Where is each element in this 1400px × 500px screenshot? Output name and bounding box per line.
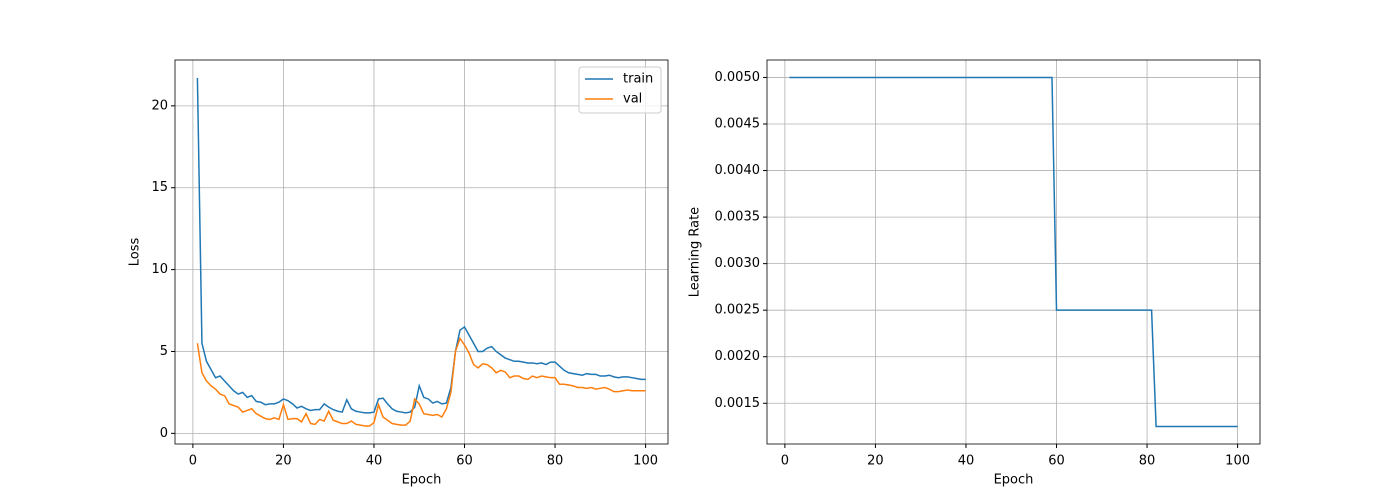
- x-axis-label: Epoch: [402, 473, 442, 488]
- y-tick-label: 0.0015: [715, 396, 761, 411]
- y-tick-label: 5: [160, 344, 168, 359]
- data-line: [196, 77, 646, 414]
- y-tick-label: 0: [160, 426, 168, 441]
- y-tick-label: 10: [151, 262, 168, 277]
- legend: train val: [578, 66, 662, 114]
- x-tick-label: 60: [456, 454, 473, 469]
- y-tick-label: 0.0020: [715, 349, 761, 364]
- y-tick-label: 0.0030: [715, 256, 761, 271]
- y-axis-label: Learning Rate: [688, 207, 703, 297]
- y-tick-label: 0.0045: [715, 117, 761, 132]
- x-tick-label: 80: [547, 454, 564, 469]
- x-tick-label: 20: [867, 454, 884, 469]
- x-tick-label: 100: [1225, 454, 1250, 469]
- y-tick-label: 20: [151, 98, 168, 113]
- x-tick-label: 20: [275, 454, 292, 469]
- y-axis-label: Loss: [128, 238, 143, 267]
- legend-label: train: [623, 72, 653, 87]
- legend-label: val: [623, 92, 642, 107]
- y-tick-label: 0.0040: [715, 163, 761, 178]
- x-tick-label: 40: [958, 454, 975, 469]
- y-tick-label: 0.0035: [715, 210, 761, 225]
- data-line: [789, 76, 1238, 428]
- x-axis-label: Epoch: [994, 473, 1034, 488]
- x-tick-label: 80: [1139, 454, 1156, 469]
- x-tick-label: 0: [781, 454, 789, 469]
- x-tick-label: 60: [1048, 454, 1065, 469]
- y-tick-label: 0.0050: [715, 70, 761, 85]
- x-tick-label: 40: [366, 454, 383, 469]
- y-tick-label: 0.0025: [715, 303, 761, 318]
- x-tick-label: 100: [633, 454, 658, 469]
- axes-frame: [174, 59, 669, 445]
- data-line: [196, 336, 646, 427]
- axes-frame: [766, 59, 1261, 445]
- x-tick-label: 0: [189, 454, 197, 469]
- y-tick-label: 15: [151, 180, 168, 195]
